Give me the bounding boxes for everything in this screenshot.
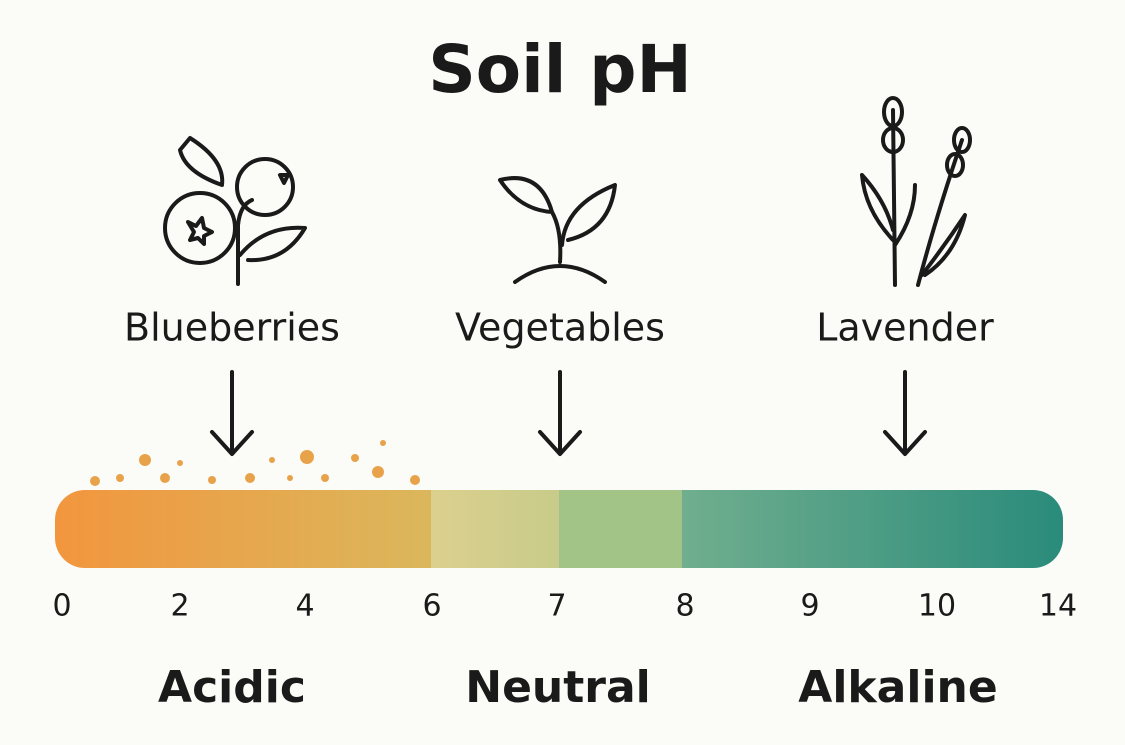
zone-label: Acidic bbox=[158, 662, 306, 713]
zone-label: Neutral bbox=[465, 662, 651, 713]
tick-label: 7 bbox=[547, 589, 566, 624]
zone-label: Alkaline bbox=[798, 662, 997, 713]
arrow bbox=[210, 370, 254, 456]
plant-label: Lavender bbox=[816, 306, 994, 350]
tick-label: 6 bbox=[422, 589, 441, 624]
soil-dots bbox=[90, 440, 420, 486]
tick-label: 8 bbox=[675, 589, 694, 624]
arrow bbox=[538, 370, 582, 456]
tick-label: 2 bbox=[170, 589, 189, 624]
seedling-icon bbox=[498, 176, 617, 284]
plant-label: Blueberries bbox=[124, 306, 340, 350]
title: Soil pH bbox=[428, 31, 692, 108]
ph-bar bbox=[55, 490, 1063, 568]
lavender-icon bbox=[860, 96, 972, 287]
tick-label: 0 bbox=[52, 589, 71, 624]
tick-label: 10 bbox=[918, 589, 956, 624]
tick-label: 14 bbox=[1039, 589, 1077, 624]
blueberry-icon bbox=[163, 136, 307, 286]
plant-label: Vegetables bbox=[455, 306, 665, 350]
arrow bbox=[883, 370, 927, 456]
tick-label: 4 bbox=[295, 589, 314, 624]
tick-label: 9 bbox=[800, 589, 819, 624]
